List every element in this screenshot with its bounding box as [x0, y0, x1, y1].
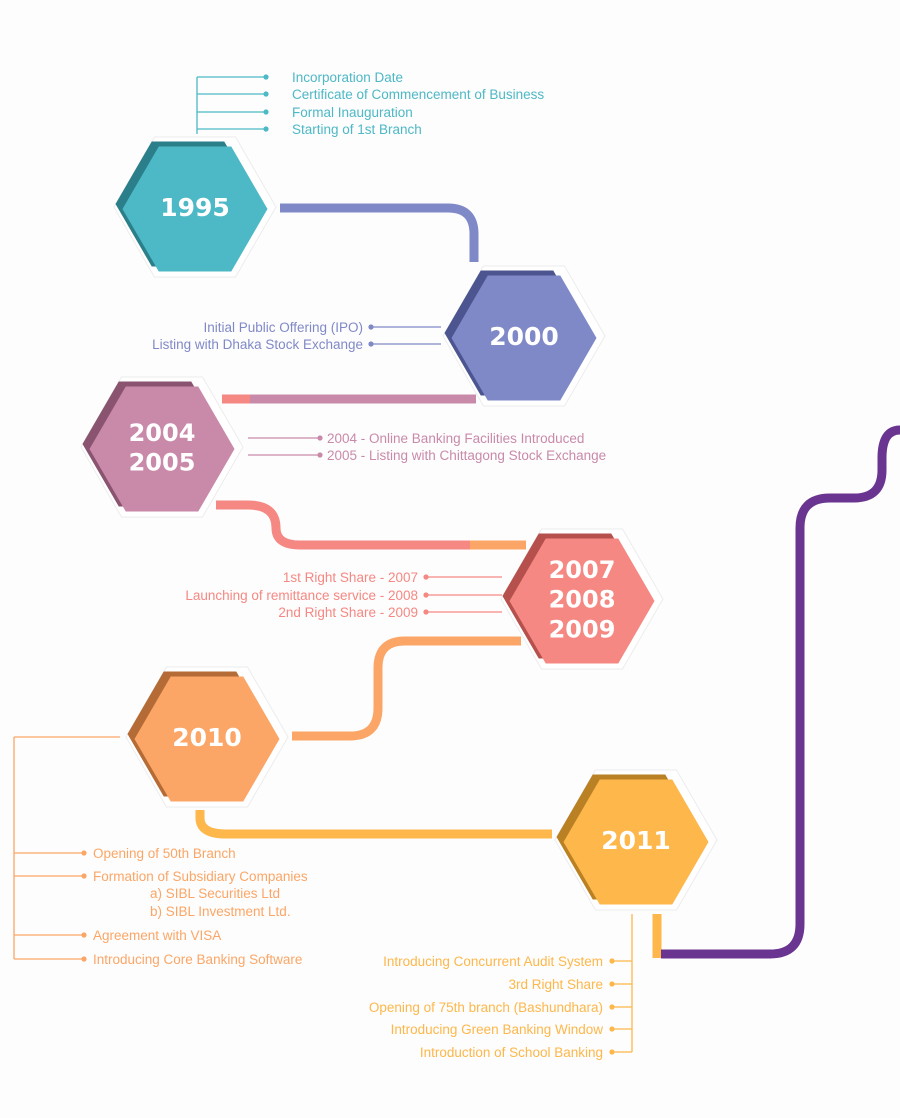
event-label: Introducing Concurrent Audit System — [383, 954, 603, 969]
year-label: 1995 — [160, 193, 230, 222]
bullet-dot — [81, 873, 87, 879]
event-label: Starting of 1st Branch — [292, 122, 422, 137]
hexagon-body — [134, 676, 280, 802]
event-label: a) SIBL Securities Ltd — [150, 886, 280, 901]
bullet-dot — [368, 324, 374, 330]
year-label: 2009 — [549, 615, 616, 643]
event-label: Introducing Core Banking Software — [93, 952, 302, 967]
bullet-dot — [81, 850, 87, 856]
year-label: 2007 — [549, 556, 616, 584]
bullet-dot — [423, 592, 429, 598]
event-list-2011: Introducing Concurrent Audit System 3rd R… — [369, 914, 633, 1060]
event-label: 2nd Right Share - 2009 — [278, 605, 418, 620]
bullet-dot — [368, 341, 374, 347]
event-list-2007-2009: 1st Right Share - 2007 Launching of remit… — [185, 570, 502, 620]
bullet-dot — [609, 1004, 615, 1010]
event-label: Agreement with VISA — [93, 928, 221, 943]
event-label: Initial Public Offering (IPO) — [203, 320, 363, 335]
event-label: Certificate of Commencement of Business — [292, 87, 544, 102]
hexagon-body — [451, 275, 597, 401]
timeline-connectors — [195, 203, 900, 959]
bullet-dot — [317, 452, 323, 458]
connector-path — [280, 203, 479, 262]
event-label: Formal Inauguration — [292, 105, 413, 120]
event-label: 2005 - Listing with Chittagong Stock Exc… — [327, 448, 606, 463]
event-list-1995: Incorporation Date Certificate of Commenc… — [196, 70, 544, 137]
bullet-dot — [263, 126, 269, 132]
event-label: b) SIBL Investment Ltd. — [150, 904, 291, 919]
hexagon-body — [509, 538, 655, 664]
event-label: 1st Right Share - 2007 — [283, 570, 418, 585]
year-label: 2010 — [172, 723, 242, 752]
connector-path — [661, 425, 900, 959]
bullet-dot — [81, 956, 87, 962]
year-hexagon: 2000 — [442, 265, 606, 407]
bullet-dot — [263, 109, 269, 115]
bullet-dot — [263, 91, 269, 97]
connector-path — [292, 636, 521, 741]
bullet-dot — [263, 74, 269, 80]
event-label: Opening of 75th branch (Bashundhara) — [369, 1000, 603, 1015]
event-label: Opening of 50th Branch — [93, 846, 236, 861]
connector-path — [195, 810, 552, 839]
event-label: Listing with Dhaka Stock Exchange — [152, 337, 363, 352]
bullet-dot — [317, 435, 323, 441]
year-label: 2005 — [129, 449, 196, 477]
event-label: Introduction of School Banking — [420, 1045, 603, 1060]
bullet-dot — [423, 609, 429, 615]
year-hexagon: 2010 — [125, 666, 289, 808]
bullet-dot — [609, 1026, 615, 1032]
event-list-2004-2005: 2004 - Online Banking Facilities Introdu… — [248, 431, 606, 463]
event-label: Formation of Subsidiary Companies — [93, 869, 308, 884]
event-list-2010: Opening of 50th Branch Formation of Subsi… — [13, 736, 308, 967]
year-label: 2011 — [601, 826, 671, 855]
bullet-dot — [609, 981, 615, 987]
event-list-2000: Initial Public Offering (IPO) Listing wit… — [152, 320, 441, 352]
connector-path — [216, 500, 470, 550]
year-label: 2000 — [489, 322, 559, 351]
event-label: 3rd Right Share — [508, 977, 603, 992]
hexagon-body — [122, 146, 268, 272]
event-label: Launching of remittance service - 2008 — [185, 588, 418, 603]
event-lists: Incorporation Date Certificate of Commenc… — [13, 70, 633, 1060]
hexagon-body — [563, 779, 709, 905]
bullet-dot — [609, 1049, 615, 1055]
bullet-dot — [81, 932, 87, 938]
hexagon-body — [89, 386, 235, 512]
event-label: Introducing Green Banking Window — [391, 1022, 604, 1037]
year-hexagon: 2011 — [554, 769, 718, 911]
year-label: 2008 — [549, 586, 616, 614]
bullet-dot — [609, 958, 615, 964]
year-hexagon: 1995 — [113, 136, 277, 278]
event-label: 2004 - Online Banking Facilities Introdu… — [327, 431, 584, 446]
event-label: Incorporation Date — [292, 70, 403, 85]
year-label: 2004 — [129, 419, 196, 447]
bullet-dot — [423, 574, 429, 580]
